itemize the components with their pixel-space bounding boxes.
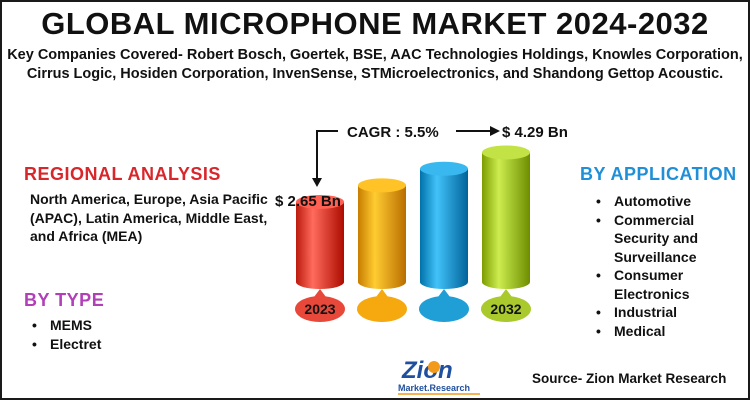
logo-globe-icon bbox=[428, 361, 440, 373]
bullet-icon: • bbox=[596, 193, 601, 209]
bullet-icon: • bbox=[32, 335, 37, 352]
application-item-label: Industrial bbox=[614, 304, 678, 320]
type-item-label: Electret bbox=[50, 335, 102, 352]
application-list: • Automotive • Commercial Security and Sur… bbox=[594, 192, 744, 340]
list-item: • Electret bbox=[30, 335, 101, 354]
type-list: • MEMS • Electret bbox=[30, 316, 101, 353]
application-item-label: Medical bbox=[614, 322, 666, 339]
logo-word-zion: Zion bbox=[401, 357, 453, 384]
list-item: • MEMS bbox=[30, 316, 101, 335]
bullet-icon: • bbox=[596, 211, 601, 228]
logo-word-market-research: Market.Research bbox=[398, 383, 470, 393]
key-companies-text: Key Companies Covered- Robert Bosch, Goe… bbox=[7, 47, 743, 82]
list-item: • Consumer Electronics bbox=[594, 266, 744, 303]
regional-analysis-heading: REGIONAL ANALYSIS bbox=[24, 164, 221, 184]
bullet-icon: • bbox=[596, 267, 601, 283]
bullet-icon: • bbox=[596, 322, 601, 339]
regional-analysis-text: North America, Europe, Asia Pacific (APA… bbox=[30, 191, 268, 244]
by-application-heading: BY APPLICATION bbox=[580, 164, 737, 184]
application-item-label: Commercial Security and Surveillance bbox=[614, 211, 699, 265]
list-item: • Automotive bbox=[594, 192, 744, 211]
list-item: • Medical bbox=[594, 322, 744, 341]
bullet-icon: • bbox=[32, 317, 37, 333]
zion-logo: Zion Market.Research bbox=[398, 357, 480, 395]
list-item: • Industrial bbox=[594, 303, 744, 322]
application-item-label: Automotive bbox=[614, 193, 691, 209]
type-item-label: MEMS bbox=[50, 317, 92, 333]
by-type-heading: BY TYPE bbox=[24, 290, 105, 310]
list-item: • Commercial Security and Surveillance bbox=[594, 211, 744, 267]
application-item-label: Consumer Electronics bbox=[614, 267, 690, 302]
page-title: GLOBAL MICROPHONE MARKET 2024-2032 bbox=[41, 6, 709, 41]
bullet-icon: • bbox=[596, 304, 601, 320]
source-text: Source- Zion Market Research bbox=[532, 371, 727, 386]
